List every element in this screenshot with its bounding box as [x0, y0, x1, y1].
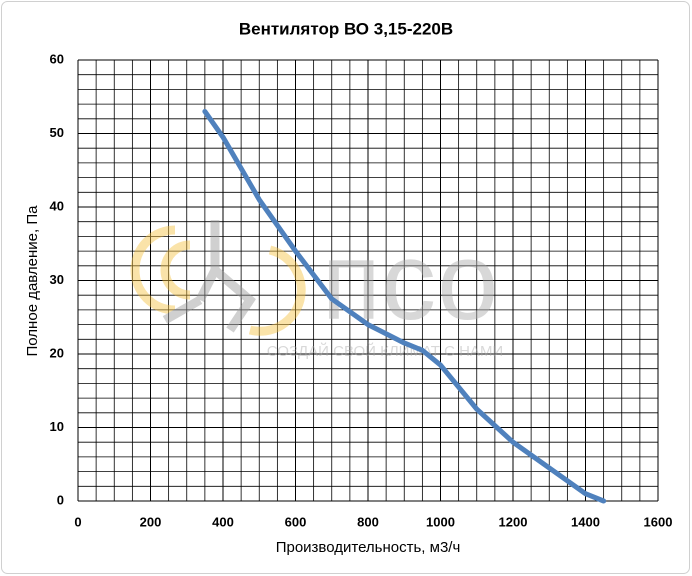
watermark-icon	[130, 225, 306, 336]
chart-title: Вентилятор ВО 3,15-220В	[239, 19, 453, 38]
data-line	[202, 108, 607, 504]
y-tick-label: 20	[50, 345, 64, 360]
y-tick-label: 50	[50, 125, 64, 140]
x-tick-label: 1200	[499, 514, 528, 529]
x-tick-label: 1600	[644, 514, 673, 529]
y-tick-label: 0	[57, 492, 64, 507]
watermark-slogan: СОЗДАЙ СВОЙ КЛИМАТ С НАМИ	[267, 342, 503, 360]
y-tick-label: 30	[50, 272, 64, 287]
x-tick-label: 0	[74, 514, 81, 529]
x-tick-label: 1000	[426, 514, 455, 529]
watermark-logo: псо	[322, 220, 499, 343]
y-tick-label: 10	[50, 419, 64, 434]
x-tick-label: 200	[140, 514, 162, 529]
watermark-icon	[162, 220, 256, 333]
x-tick-label: 600	[285, 514, 307, 529]
y-tick-label: 40	[50, 198, 64, 213]
x-tick-label: 800	[357, 514, 379, 529]
y-tick-label: 60	[50, 51, 64, 66]
y-axis-title: Полное давление, Па	[24, 205, 41, 357]
watermark: псо СОЗДАЙ СВОЙ КЛИМАТ С НАМИ	[130, 220, 503, 360]
x-tick-label: 400	[212, 514, 234, 529]
x-axis-title: Производительность, м3/ч	[276, 539, 461, 556]
x-tick-label: 1400	[571, 514, 600, 529]
